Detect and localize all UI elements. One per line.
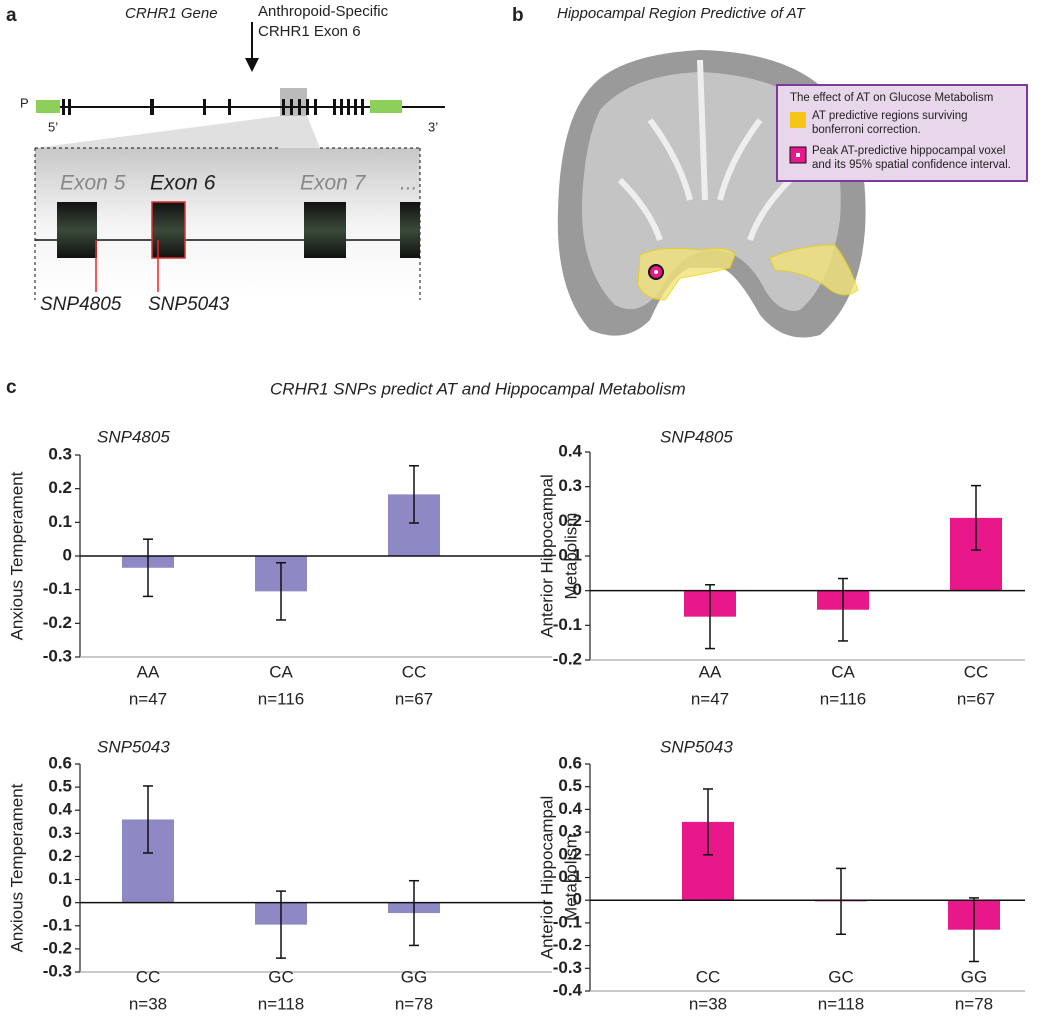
x-tick-label: GG: [401, 967, 427, 986]
x-tick-label: GG: [961, 967, 987, 986]
chart-title: SNP4805: [97, 427, 170, 446]
snp-label: SNP5043: [148, 294, 230, 315]
panel-title: CRHR1 SNPs predict AT and Hippocampal Me…: [270, 379, 686, 398]
exon-label: ...: [400, 172, 418, 195]
y-tick-label: 0.5: [48, 777, 72, 796]
panel-title: Hippocampal Region Predictive of AT: [557, 5, 806, 22]
y-tick-label: 0.6: [558, 753, 582, 772]
y-tick-label: -0.1: [43, 579, 72, 598]
brain-image: [557, 50, 866, 338]
x-tick-label: n=116: [820, 689, 866, 708]
y-axis-label: Anterior Hippocampal: [537, 474, 556, 637]
legend-text: AT predictive regions surviving: [812, 110, 968, 122]
panel-title: CRHR1 Gene: [125, 5, 218, 22]
y-tick-label: 0.1: [48, 512, 72, 531]
x-tick-label: CC: [136, 967, 161, 986]
y-tick-label: -0.1: [553, 615, 582, 634]
snp-label: SNP4805: [40, 294, 122, 315]
panel-letter: a: [6, 5, 17, 26]
y-tick-label: 0: [63, 545, 72, 564]
y-tick-label: 0: [573, 580, 582, 599]
chart-title: SNP5043: [660, 737, 733, 756]
y-tick-label: -0.3: [43, 646, 72, 665]
y-tick-label: 0.3: [558, 476, 582, 495]
x-tick-label: GC: [268, 967, 294, 986]
x-tick-label: CA: [831, 662, 855, 681]
x-tick-label: n=67: [957, 689, 995, 708]
y-tick-label: 0.4: [558, 441, 582, 460]
y-tick-label: 0.2: [48, 478, 72, 497]
chart-title: SNP4805: [660, 427, 733, 446]
y-tick-label: -0.3: [43, 961, 72, 980]
y-axis-label: Anterior Hippocampal: [537, 796, 556, 959]
x-tick-label: CC: [696, 967, 721, 986]
y-tick-label: 0.3: [558, 822, 582, 841]
y-tick-label: 0.1: [558, 545, 582, 564]
x-tick-label: n=47: [691, 689, 729, 708]
promoter-label: P: [20, 95, 29, 110]
x-tick-label: CC: [402, 662, 427, 681]
panel-letter: c: [6, 377, 17, 398]
x-tick-label: n=118: [258, 994, 304, 1013]
y-tick-label: 0.3: [48, 444, 72, 463]
x-tick-label: n=47: [129, 689, 167, 708]
y-tick-label: 0.1: [558, 867, 582, 886]
x-tick-label: AA: [137, 662, 160, 681]
y-tick-label: -0.1: [553, 912, 582, 931]
y-tick-label: -0.1: [43, 915, 72, 934]
y-tick-label: 0.4: [558, 799, 582, 818]
legend-text: Peak AT-predictive hippocampal voxel: [812, 145, 1005, 157]
y-tick-label: 0: [573, 890, 582, 909]
end-label: 3’: [428, 119, 438, 134]
x-tick-label: n=38: [689, 994, 727, 1013]
exon-label: Exon 6: [150, 172, 216, 195]
y-tick-label: 0: [63, 892, 72, 911]
y-axis-label: Metabolism: [561, 513, 580, 600]
y-axis-label: Anxious Temperament: [7, 783, 26, 952]
x-tick-label: n=38: [129, 994, 167, 1013]
y-tick-label: 0.4: [48, 800, 72, 819]
y-axis-label: Anxious Temperament: [7, 471, 26, 640]
y-tick-label: -0.3: [553, 958, 582, 977]
legend-swatch: [790, 112, 806, 128]
x-tick-label: CA: [269, 662, 293, 681]
x-tick-label: CC: [964, 662, 989, 681]
x-tick-label: GC: [828, 967, 854, 986]
exon-label: Exon 7: [300, 172, 367, 195]
y-tick-label: 0.6: [48, 753, 72, 772]
y-tick-label: 0.5: [558, 776, 582, 795]
y-tick-label: -0.2: [553, 935, 582, 954]
x-tick-label: n=116: [258, 689, 304, 708]
exon-label: Exon 5: [60, 172, 126, 195]
y-tick-label: 0.1: [48, 869, 72, 888]
y-axis-label: Metabolism: [561, 834, 580, 921]
y-tick-label: -0.4: [553, 980, 583, 999]
y-tick-label: 0.2: [48, 846, 72, 865]
x-tick-label: n=67: [395, 689, 433, 708]
y-tick-label: -0.2: [43, 938, 72, 957]
callout: CRHR1 Exon 6: [258, 23, 361, 40]
legend-title: The effect of AT on Glucose Metabolism: [790, 92, 993, 104]
x-tick-label: n=78: [395, 994, 433, 1013]
y-tick-label: 0.2: [558, 844, 582, 863]
legend-box: [776, 84, 1028, 182]
end-label: 5’: [48, 119, 58, 134]
x-tick-label: AA: [699, 662, 722, 681]
y-tick-label: 0.3: [48, 823, 72, 842]
legend-text: bonferroni correction.: [812, 124, 921, 136]
x-tick-label: n=118: [818, 994, 864, 1013]
y-tick-label: 0.2: [558, 511, 582, 530]
callout: Anthropoid-Specific: [258, 3, 389, 20]
x-tick-label: n=78: [955, 994, 993, 1013]
panel-letter: b: [512, 5, 524, 26]
chart-title: SNP5043: [97, 737, 170, 756]
legend-text: and its 95% spatial confidence interval.: [812, 159, 1011, 171]
gene-diagram: [34, 22, 445, 300]
y-tick-label: -0.2: [553, 649, 582, 668]
y-tick-label: -0.2: [43, 613, 72, 632]
